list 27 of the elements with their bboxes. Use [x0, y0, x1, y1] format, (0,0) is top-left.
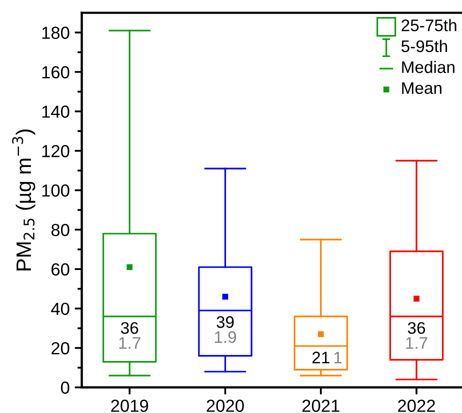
x-tick-label: 2022 — [398, 400, 435, 412]
y-tick-label: 160 — [42, 66, 70, 78]
y-tick-label: 20 — [52, 342, 70, 354]
annotation: 1.9 — [214, 331, 236, 343]
annotation: Mean — [402, 82, 442, 94]
annotation: Median — [402, 60, 454, 74]
annotation: 36 — [408, 322, 426, 334]
annotation: 21 — [312, 352, 330, 364]
annotation: 1.7 — [406, 337, 428, 349]
annotation: 36 — [120, 322, 138, 334]
y-tick-label: 120 — [42, 144, 70, 158]
y-tick-label: 40 — [51, 302, 70, 315]
y-tick-label: 140 — [42, 106, 70, 118]
annotation: 1.7 — [119, 337, 140, 349]
annotation: 39 — [216, 316, 234, 328]
y-tick-label: 60 — [52, 263, 70, 276]
y-tick-label: 80 — [51, 224, 70, 236]
annotation: 25-75th — [402, 19, 456, 32]
y-tick-label: 0 — [60, 382, 70, 394]
annotation: 5-95th — [401, 40, 447, 52]
y-axis-title: PM$_{2.5}$ (µg m$^{−3}$) — [12, 129, 36, 270]
x-tick-label: 2019 — [111, 400, 148, 412]
y-tick-label: 100 — [42, 184, 70, 197]
annotation: 1 — [334, 352, 342, 364]
x-tick-label: 2021 — [302, 400, 340, 412]
x-tick-label: 2020 — [206, 400, 244, 412]
y-tick-label: 180 — [42, 26, 70, 39]
